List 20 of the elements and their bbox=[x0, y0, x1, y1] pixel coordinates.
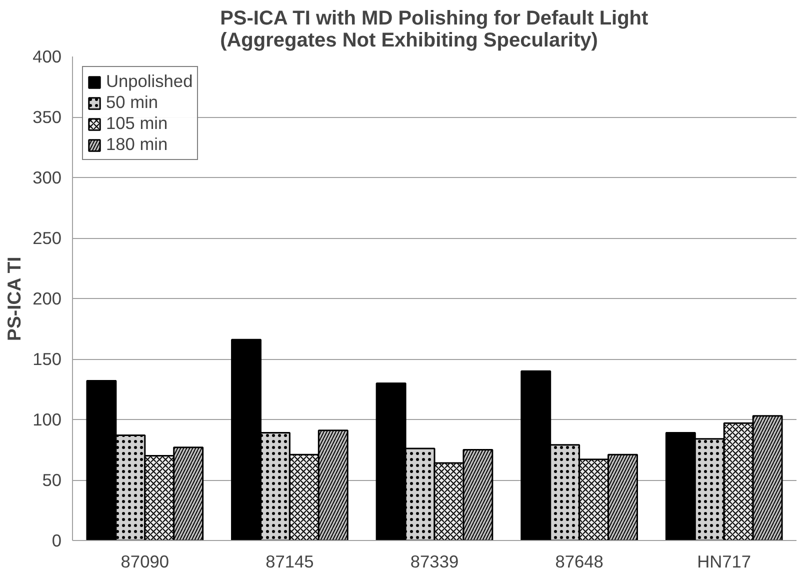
y-tick-label: 150 bbox=[32, 349, 62, 369]
legend-label: 180 min bbox=[106, 134, 168, 155]
y-tick-label: 300 bbox=[32, 168, 62, 188]
x-tick-label: 87145 bbox=[266, 552, 314, 572]
x-tick-label: 87339 bbox=[410, 552, 459, 572]
legend-label: Unpolished bbox=[106, 71, 193, 92]
y-tick-label: 250 bbox=[32, 228, 62, 248]
legend-label: 50 min bbox=[106, 92, 158, 113]
y-tick-label: 400 bbox=[32, 46, 62, 66]
x-tick-label: 87648 bbox=[555, 552, 604, 572]
y-axis-title: PS-ICA TI bbox=[4, 256, 25, 341]
y-tick-label: 200 bbox=[32, 288, 62, 308]
x-tick-label: HN717 bbox=[697, 552, 752, 572]
y-tick-label: 350 bbox=[32, 107, 62, 127]
y-tick-label: 0 bbox=[52, 530, 62, 550]
chart-title: PS-ICA TI with MD Polishing for Default Light (Aggregates Not Exhibiting Specularity) bbox=[220, 8, 649, 52]
y-tick-label: 50 bbox=[42, 470, 62, 490]
legend-label: 105 min bbox=[106, 113, 168, 134]
y-tick-label: 100 bbox=[32, 410, 62, 430]
x-tick-label: 87090 bbox=[120, 552, 169, 572]
